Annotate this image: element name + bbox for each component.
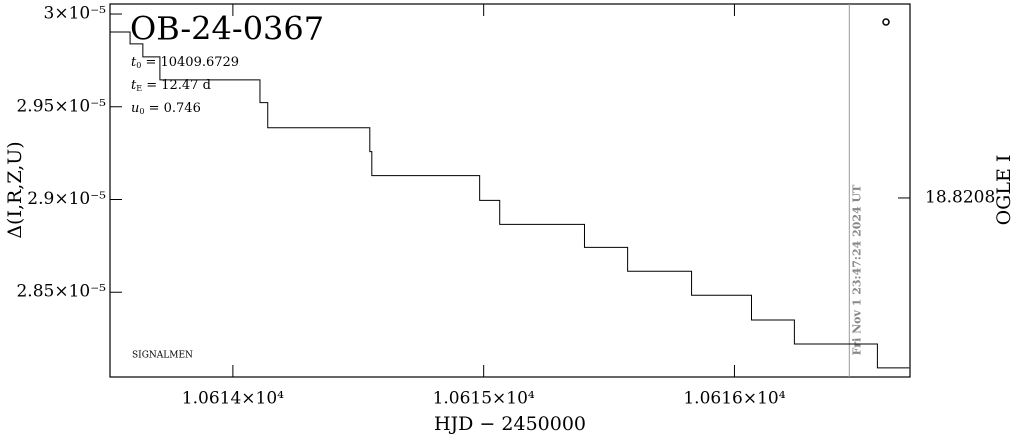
x-tick-label: 1.0615×10⁴ bbox=[433, 389, 535, 409]
y-tick-label: 3×10⁻⁵ bbox=[44, 4, 107, 24]
y2-tick-label: 18.8208 bbox=[925, 187, 995, 207]
chart-title: OB-24-0367 bbox=[130, 10, 324, 48]
parameter: u0 = 0.746 bbox=[131, 101, 201, 117]
y-tick-label: 2.95×10⁻⁵ bbox=[16, 96, 106, 116]
y-axis-label: Δ(I,R,Z,U) bbox=[4, 141, 26, 238]
x-axis-label: HJD − 2450000 bbox=[434, 413, 586, 434]
parameter: tE = 12.47 d bbox=[131, 78, 211, 94]
x-tick-label: 1.0616×10⁴ bbox=[683, 389, 785, 409]
y2-axis-label: OGLE I bbox=[993, 155, 1014, 226]
parameter-sub: 0 bbox=[139, 107, 144, 116]
now-label: Fri Nov 1 23:47:24 2024 UT bbox=[850, 184, 863, 355]
parameter: t0 = 10409.6729 bbox=[131, 55, 239, 71]
parameter-symbol: u bbox=[131, 101, 139, 116]
data-line bbox=[110, 31, 910, 369]
parameter-symbol: t bbox=[131, 78, 137, 93]
parameter-value: = 10409.6729 bbox=[141, 55, 239, 70]
parameter-sub: E bbox=[136, 84, 142, 93]
x-tick-label: 1.0614×10⁴ bbox=[182, 389, 284, 409]
footnote: SIGNALMEN bbox=[132, 351, 193, 361]
y-tick-label: 2.9×10⁻⁵ bbox=[27, 189, 106, 209]
parameter-value: = 0.746 bbox=[144, 101, 200, 116]
parameter-symbol: t bbox=[131, 55, 137, 70]
y-tick-label: 2.85×10⁻⁵ bbox=[16, 282, 106, 302]
marker-symbol bbox=[882, 18, 890, 26]
parameter-value: = 12.47 d bbox=[142, 78, 211, 93]
plot-frame bbox=[109, 3, 911, 378]
parameter-sub: 0 bbox=[136, 61, 141, 70]
